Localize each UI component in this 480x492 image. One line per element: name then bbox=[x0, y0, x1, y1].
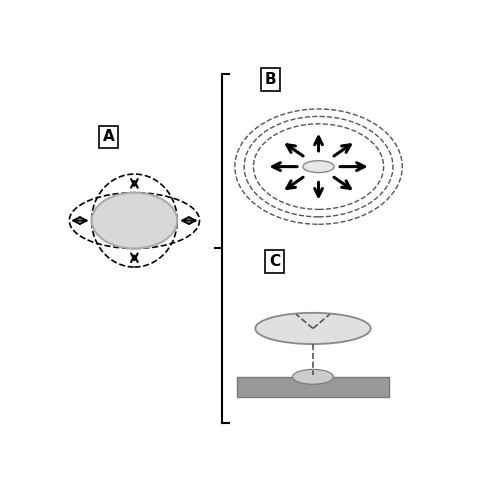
Text: B: B bbox=[264, 72, 276, 87]
Text: A: A bbox=[103, 129, 114, 144]
Text: C: C bbox=[269, 254, 280, 269]
Ellipse shape bbox=[292, 369, 334, 384]
Ellipse shape bbox=[303, 161, 334, 173]
Bar bbox=[237, 377, 389, 397]
Ellipse shape bbox=[255, 313, 371, 344]
Ellipse shape bbox=[92, 193, 177, 248]
